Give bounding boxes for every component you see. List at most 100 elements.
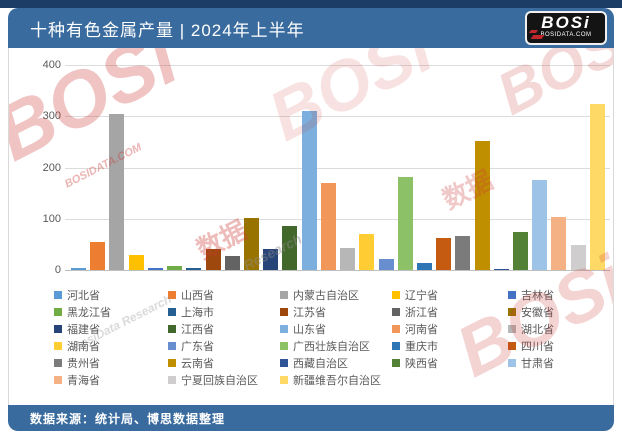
legend-swatch-icon [392,324,400,333]
footer-bar: 数据来源：统计局、博思数据整理 [8,405,614,431]
legend-item-湖北省: 湖北省 [508,322,613,336]
bar-安徽省 [243,218,259,270]
bar-贵州省 [455,236,471,270]
legend-label: 山东省 [293,323,326,336]
bar-上海市 [186,268,202,270]
legend-label: 黑龙江省 [67,306,111,319]
legend-swatch-icon [168,307,176,316]
y-tick-label: 0 [54,264,61,276]
legend-item-浙江省: 浙江省 [392,305,508,319]
bar-山西省 [90,242,106,270]
y-tick-label: 200 [42,161,61,174]
legend-swatch-icon [54,324,62,333]
legend-swatch-icon [168,290,176,299]
infographic-frame: 十种有色金属产量 | 2024年上半年 BOSi BOSIDATA.COM BO… [8,8,614,431]
bar-西藏自治区 [493,269,509,270]
top-accent-strip [0,0,622,8]
bar-浙江省 [224,256,240,270]
logo-wordmark: BOSi [541,13,591,32]
legend-item-新疆维吾尔自治区: 新疆维吾尔自治区 [280,373,392,387]
bar-江苏省 [205,249,221,270]
bar-内蒙古自治区 [109,114,125,270]
legend-label: 云南省 [181,357,214,370]
legend-item-湖南省: 湖南省 [54,339,168,353]
legend-label: 山西省 [181,289,214,302]
legend-label: 重庆市 [405,340,438,353]
bar-云南省 [474,141,490,270]
legend-label: 辽宁省 [405,289,438,302]
legend-item-贵州省: 贵州省 [54,356,168,370]
legend-swatch-icon [508,290,516,299]
legend-swatch-icon [54,290,62,299]
bar-湖南省 [359,234,375,270]
legend-swatch-icon [508,324,516,333]
header-bar: 十种有色金属产量 | 2024年上半年 BOSi BOSIDATA.COM [8,8,614,48]
gridline-200 [65,167,610,169]
legend-label: 河北省 [67,289,100,302]
legend-swatch-icon [392,358,400,367]
legend: 河北省 山西省 内蒙古自治区 辽宁省 吉林省 黑龙江省 上海市 江苏省 浙江省 安徽省 福建省 江西省… [9,286,613,388]
legend-item-辽宁省: 辽宁省 [392,288,508,302]
legend-item-青海省: 青海省 [54,373,168,387]
legend-label: 甘肃省 [521,357,554,370]
legend-item-甘肃省: 甘肃省 [508,356,613,370]
legend-item-上海市: 上海市 [168,305,280,319]
legend-swatch-icon [168,324,176,333]
legend-swatch-icon [280,358,288,367]
legend-item-陕西省: 陕西省 [392,356,508,370]
legend-swatch-icon [280,307,288,316]
bar-辽宁省 [128,255,144,270]
legend-item-河南省: 河南省 [392,322,508,336]
legend-item-广西壮族自治区: 广西壮族自治区 [280,339,392,353]
legend-label: 青海省 [67,374,100,387]
legend-label: 安徽省 [521,306,554,319]
legend-item-宁夏回族自治区: 宁夏回族自治区 [168,373,280,387]
legend-item-吉林省: 吉林省 [508,288,613,302]
legend-item-黑龙江省: 黑龙江省 [54,305,168,319]
legend-swatch-icon [280,375,288,384]
bar-山东省 [301,111,317,270]
gridline-0 [65,270,610,271]
legend-swatch-icon [54,375,62,384]
bar-河北省 [71,268,86,270]
y-tick-label: 100 [42,212,61,225]
legend-label: 福建省 [67,323,100,336]
bar-甘肃省 [532,180,548,270]
legend-swatch-icon [54,341,62,350]
chart-panel: BOSi BOSIDATA.COM BOSi BOSi BOSi 数据 数据 R… [8,48,614,405]
bar-河南省 [320,183,336,270]
legend-swatch-icon [508,341,516,350]
legend-label: 浙江省 [405,306,438,319]
legend-item-江西省: 江西省 [168,322,280,336]
bar-陕西省 [513,232,529,270]
y-tick-label: 300 [42,110,61,123]
legend-label: 新疆维吾尔自治区 [293,374,381,387]
logo-site-text: BOSIDATA.COM [540,32,592,38]
legend-swatch-icon [392,307,400,316]
legend-label: 上海市 [181,306,214,319]
bar-黑龙江省 [167,266,183,270]
bar-宁夏回族自治区 [570,245,586,270]
y-tick-label: 400 [42,59,61,71]
legend-swatch-icon [54,307,62,316]
bar-湖北省 [340,248,356,270]
legend-label: 河南省 [405,323,438,336]
legend-label: 西藏自治区 [293,357,348,370]
legend-label: 湖南省 [67,340,100,353]
page-title: 十种有色金属产量 | 2024年上半年 [30,20,305,40]
legend-swatch-icon [168,375,176,384]
legend-item-山西省: 山西省 [168,288,280,302]
bosi-logo: BOSi BOSIDATA.COM [525,11,607,45]
bars [71,65,605,270]
legend-item-河北省: 河北省 [54,288,168,302]
legend-item-云南省: 云南省 [168,356,280,370]
gridline-400 [65,65,610,66]
bar-四川省 [436,238,452,270]
legend-label: 吉林省 [521,289,554,302]
legend-label: 四川省 [521,340,554,353]
bar-广东省 [378,259,394,270]
legend-item-江苏省: 江苏省 [280,305,392,319]
legend-swatch-icon [508,358,516,367]
gridline-300 [65,116,610,118]
legend-label: 宁夏回族自治区 [181,374,258,387]
